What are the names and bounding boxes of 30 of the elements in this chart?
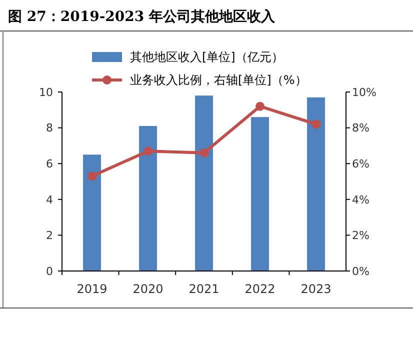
legend-label: 业务收入比例，右轴[单位]（%） <box>130 73 307 88</box>
y-tick-label: 2 <box>46 229 53 242</box>
point <box>256 102 264 111</box>
y-tick-label: 8 <box>46 122 53 135</box>
bar <box>139 126 157 271</box>
y-tick-label: 4 <box>46 193 53 206</box>
bar <box>83 154 101 271</box>
bar <box>307 97 325 271</box>
x-tick-label: 2021 <box>188 282 220 296</box>
point <box>312 120 320 129</box>
y2-tick-label: 4% <box>352 193 370 206</box>
y2-tick-label: 2% <box>352 229 370 242</box>
point <box>88 172 96 181</box>
y-tick-label: 0 <box>46 264 53 278</box>
y-tick-label: 6 <box>46 157 53 170</box>
y2-tick-label: 8% <box>352 122 370 135</box>
chart-title: 图 27：2019-2023 年公司其他地区收入 <box>8 9 276 25</box>
x-tick-label: 2023 <box>300 282 332 296</box>
point <box>200 148 208 158</box>
x-tick-label: 2019 <box>76 282 108 296</box>
y2-tick-label: 6% <box>352 157 370 170</box>
x-tick-label: 2020 <box>132 282 164 296</box>
y2-tick-label: 0% <box>352 264 370 278</box>
x-tick-label: 2022 <box>244 282 276 296</box>
bar <box>251 117 269 271</box>
bar <box>195 96 213 271</box>
y2-tick-label: 10% <box>352 86 376 99</box>
point <box>144 146 152 156</box>
y-tick-label: 10 <box>39 86 53 99</box>
legend-label: 其他地区收入[单位]（亿元） <box>130 50 284 64</box>
